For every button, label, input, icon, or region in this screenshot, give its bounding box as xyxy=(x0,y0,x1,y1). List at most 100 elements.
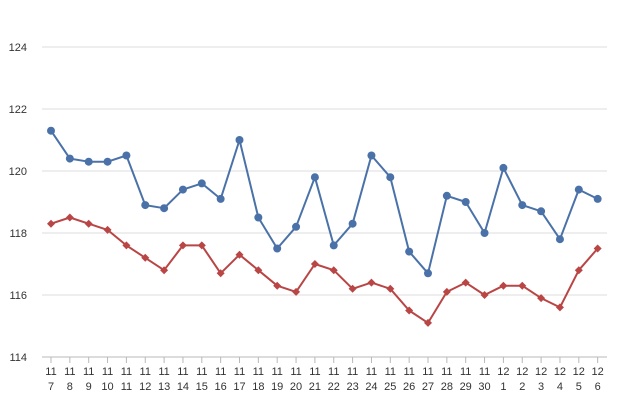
x-tick-label-month: 11 xyxy=(403,366,414,378)
series-2 xyxy=(47,213,602,327)
x-tick-label-day: 13 xyxy=(158,381,170,393)
x-tick-label-day: 24 xyxy=(365,381,377,393)
data-point xyxy=(461,278,470,287)
x-tick-label-day: 1 xyxy=(500,381,506,393)
x-tick-label-month: 11 xyxy=(347,366,358,378)
series-1 xyxy=(47,126,602,278)
data-point xyxy=(273,244,282,253)
data-point xyxy=(537,294,546,303)
x-tick-label-month: 12 xyxy=(573,366,585,378)
data-point xyxy=(480,291,489,299)
x-tick-label-day: 11 xyxy=(121,381,132,393)
x-tick-label-month: 11 xyxy=(271,366,282,378)
data-point xyxy=(424,318,432,327)
x-tick-label-month: 11 xyxy=(309,366,320,378)
x-tick-label-day: 12 xyxy=(139,381,151,393)
x-tick-label-month: 11 xyxy=(121,366,132,378)
data-point xyxy=(160,204,169,213)
x-tick-label-day: 6 xyxy=(595,381,601,393)
x-tick-label-day: 7 xyxy=(48,381,54,393)
x-tick-label-day: 8 xyxy=(67,381,73,393)
x-tick-label-month: 12 xyxy=(592,366,604,378)
data-point xyxy=(386,284,395,293)
data-point xyxy=(499,281,508,290)
x-tick-label-day: 3 xyxy=(538,381,544,393)
x-tick-label-day: 25 xyxy=(384,381,396,393)
data-point xyxy=(47,126,55,135)
y-tick-label: 114 xyxy=(9,352,27,364)
data-point xyxy=(348,284,357,293)
x-tick-label-month: 12 xyxy=(554,366,566,378)
y-axis-tick-labels: 114 116 118 120 122 124 xyxy=(9,42,27,364)
x-tick-label-month: 12 xyxy=(516,366,528,378)
y-tick-label: 122 xyxy=(9,104,27,116)
data-point xyxy=(499,163,508,172)
data-point xyxy=(141,253,150,262)
data-point xyxy=(348,219,357,228)
x-tick-label-month: 11 xyxy=(45,366,56,378)
data-point xyxy=(574,185,583,194)
data-point xyxy=(122,151,131,160)
data-point xyxy=(367,151,376,160)
x-tick-label-month: 11 xyxy=(422,366,433,378)
data-point xyxy=(480,229,489,237)
data-point xyxy=(442,191,451,200)
data-point xyxy=(197,179,206,188)
y-tick-label: 120 xyxy=(9,166,27,178)
data-point xyxy=(122,241,131,250)
data-point xyxy=(424,269,432,278)
data-point xyxy=(216,269,225,278)
grid-lines xyxy=(42,46,607,358)
x-tick-label-day: 28 xyxy=(441,381,453,393)
data-point xyxy=(65,213,74,222)
data-point xyxy=(254,213,263,222)
x-tick-label-day: 22 xyxy=(328,381,340,393)
data-point xyxy=(593,244,602,253)
x-tick-label-month: 11 xyxy=(366,366,377,378)
data-point xyxy=(518,281,527,290)
x-tick-label-day: 30 xyxy=(478,381,490,393)
x-tick-label-month: 11 xyxy=(234,366,245,378)
data-point xyxy=(537,207,546,216)
data-point xyxy=(442,287,451,296)
x-tick-label-day: 10 xyxy=(101,381,113,393)
x-tick-label-day: 26 xyxy=(403,381,415,393)
x-tick-label-month: 12 xyxy=(497,366,509,378)
data-point xyxy=(47,219,55,228)
data-point xyxy=(329,266,338,275)
x-tick-label-day: 5 xyxy=(576,381,582,393)
x-tick-label-month: 11 xyxy=(460,366,471,378)
data-point xyxy=(84,219,93,228)
data-point xyxy=(235,136,244,144)
x-tick-label-day: 20 xyxy=(290,381,302,393)
x-tick-label-month: 12 xyxy=(535,366,547,378)
data-point xyxy=(235,250,244,259)
data-point xyxy=(273,281,282,290)
x-tick-label-month: 11 xyxy=(385,366,396,378)
x-tick-label-day: 29 xyxy=(460,381,472,393)
x-tick-label-day: 15 xyxy=(196,381,208,393)
x-tick-label-day: 2 xyxy=(519,381,525,393)
data-point xyxy=(593,194,602,203)
x-tick-label-day: 14 xyxy=(177,381,189,393)
data-point xyxy=(367,278,376,287)
data-point xyxy=(84,157,93,166)
data-point xyxy=(216,194,225,203)
x-tick-label-month: 11 xyxy=(140,366,151,378)
data-point xyxy=(178,185,187,194)
x-tick-label-month: 11 xyxy=(102,366,113,378)
x-tick-label-day: 4 xyxy=(557,381,563,393)
data-point xyxy=(574,266,583,275)
data-point xyxy=(141,201,150,210)
data-point xyxy=(405,306,414,315)
x-tick-label-day: 19 xyxy=(271,381,283,393)
data-point xyxy=(386,173,395,182)
data-point xyxy=(292,222,301,231)
x-tick-label-month: 11 xyxy=(215,366,226,378)
data-point xyxy=(197,241,206,250)
x-tick-label-month: 11 xyxy=(290,366,301,378)
data-point xyxy=(310,260,319,268)
x-tick-label-day: 17 xyxy=(233,381,245,393)
